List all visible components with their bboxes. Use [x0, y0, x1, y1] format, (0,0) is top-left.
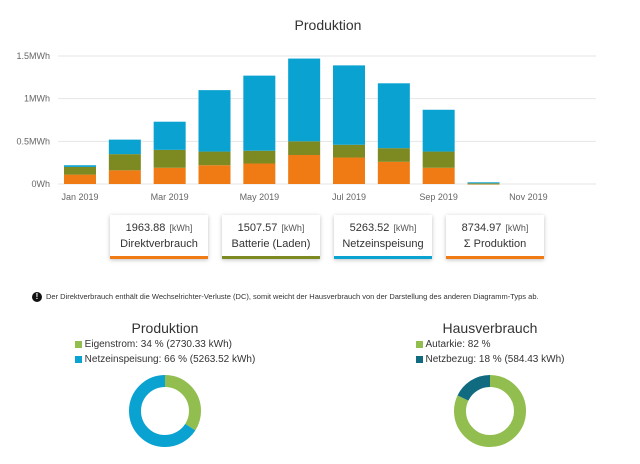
bar-segment[interactable] [467, 183, 500, 185]
card-label: Σ Produktion [463, 238, 527, 250]
card-color-bar [334, 256, 432, 259]
legend-swatch [74, 340, 82, 348]
card-unit: [kWh] [281, 223, 305, 233]
legend-eigenstrom[interactable]: Eigenstrom: 34 % (2730.33 kWh) [74, 339, 256, 350]
bar-segment[interactable] [198, 165, 231, 184]
production-bar-chart: Produktion 0Wh 0.5MWh 1MWh 1.5MWh Jan 2019 M… [16, 17, 596, 202]
bar-segment[interactable] [333, 65, 365, 145]
legend-label: Eigenstrom: 34 % (2730.33 kWh) [84, 339, 232, 350]
bar-segment[interactable] [422, 167, 455, 184]
card-color-bar [110, 256, 208, 259]
y-tick-label: 1.5MWh [16, 51, 50, 61]
card-batterie[interactable]: 1507.57 [kWh] Batterie (Laden) [222, 215, 320, 259]
bar-segment[interactable] [288, 58, 321, 142]
pie-title: Hausverbrauch [442, 320, 538, 336]
card-value: 5263.52 [349, 222, 390, 234]
card-color-bar [446, 256, 544, 259]
legend-label: Autarkie: 82 % [425, 339, 491, 350]
bar-segment[interactable] [288, 154, 321, 184]
bar-segment[interactable] [377, 148, 410, 162]
bar-segment[interactable] [377, 161, 410, 184]
legend-autarkie[interactable]: Autarkie: 82 % [415, 339, 565, 350]
bar-segment[interactable] [288, 141, 321, 155]
bar-segment[interactable] [64, 165, 96, 167]
info-note: ! Der Direktverbrauch enthält die Wechsel… [32, 292, 539, 303]
bar-segment[interactable] [153, 167, 186, 184]
bar-segment[interactable] [64, 166, 96, 175]
chart-title: Produktion [295, 17, 362, 33]
bar-segment[interactable] [108, 154, 141, 171]
info-note-text: Der Direktverbrauch enthält die Wechselr… [46, 292, 539, 301]
pie-slice[interactable] [454, 375, 526, 447]
card-label: Direktverbrauch [120, 238, 198, 250]
legend-swatch [74, 355, 82, 363]
bar-segment[interactable] [108, 170, 141, 184]
bar-segment[interactable] [377, 83, 410, 149]
bar-segment[interactable] [108, 139, 141, 155]
bar-segment[interactable] [243, 75, 276, 151]
pie-hausverbrauch: Hausverbrauch Autarkie: 82 % Netzbezug: … [380, 320, 600, 451]
pie-chart-hausverbrauch [454, 375, 526, 447]
x-tick-label: Jan 2019 [61, 192, 98, 202]
bar-segment[interactable] [153, 149, 186, 168]
bar-segment[interactable] [422, 151, 455, 168]
bar-segment[interactable] [467, 182, 500, 184]
bar-segment[interactable] [153, 121, 186, 150]
card-color-bar [222, 256, 320, 259]
x-tick-label: Jul 2019 [332, 192, 366, 202]
pie-slice[interactable] [129, 375, 201, 447]
legend-netzeinspeisung[interactable]: Netzeinspeisung: 66 % (5263.52 kWh) [74, 354, 256, 365]
bar-segment[interactable] [198, 90, 231, 152]
card-unit: [kWh] [393, 223, 417, 233]
bar-segment[interactable] [64, 174, 96, 184]
card-direktverbrauch[interactable]: 1963.88 [kWh] Direktverbrauch [110, 215, 208, 259]
x-tick-label: Nov 2019 [509, 192, 548, 202]
legend-netzbezug[interactable]: Netzbezug: 18 % (584.43 kWh) [415, 354, 565, 365]
bar-segment[interactable] [198, 151, 231, 166]
bar-segment[interactable] [243, 150, 276, 164]
legend-label: Netzeinspeisung: 66 % (5263.52 kWh) [84, 354, 256, 365]
pie-title: Produktion [131, 320, 199, 336]
pie-produktion: Produktion Eigenstrom: 34 % (2730.33 kWh… [60, 320, 270, 451]
y-tick-label: 0.5MWh [16, 136, 50, 146]
y-tick-label: 1MWh [24, 94, 50, 104]
bar-segment[interactable] [243, 163, 276, 184]
y-tick-label: 0Wh [31, 179, 50, 189]
card-value: 1963.88 [125, 222, 166, 234]
card-value: 8734.97 [461, 222, 502, 234]
card-netzeinspeisung[interactable]: 5263.52 [kWh] Netzeinspeisung [334, 215, 432, 259]
legend-label: Netzbezug: 18 % (584.43 kWh) [425, 354, 565, 365]
x-tick-label: Sep 2019 [419, 192, 458, 202]
pie-chart-produktion [129, 375, 201, 447]
bar-segment[interactable] [333, 144, 365, 158]
card-unit: [kWh] [505, 223, 529, 233]
summary-cards: 1963.88 [kWh] Direktverbrauch 1507.57 [kWh… [110, 215, 546, 261]
legend-swatch [415, 355, 423, 363]
legend-swatch [415, 340, 423, 348]
card-summe-produktion[interactable]: 8734.97 [kWh] Σ Produktion [446, 215, 544, 259]
card-label: Netzeinspeisung [342, 238, 424, 250]
card-label: Batterie (Laden) [231, 238, 311, 250]
x-tick-label: May 2019 [240, 192, 280, 202]
card-unit: [kWh] [169, 223, 193, 233]
x-tick-label: Mar 2019 [151, 192, 189, 202]
bar-segment[interactable] [422, 109, 455, 152]
exclamation-icon: ! [32, 292, 42, 303]
bar-segment[interactable] [333, 157, 365, 184]
card-value: 1507.57 [237, 222, 278, 234]
